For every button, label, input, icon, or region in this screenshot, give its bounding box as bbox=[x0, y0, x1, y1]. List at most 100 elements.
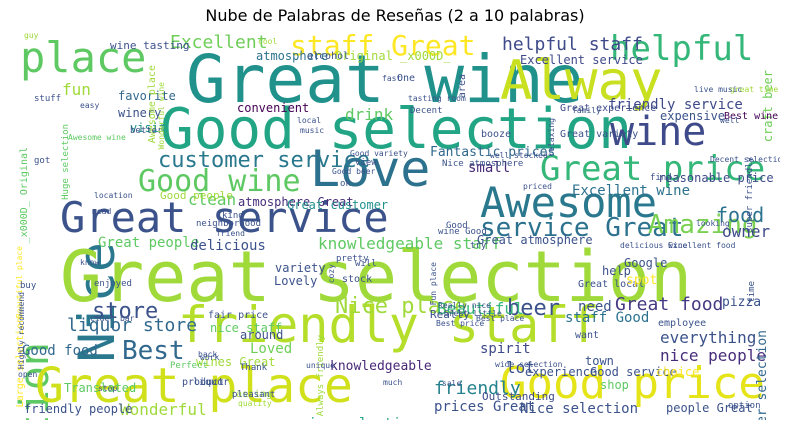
cloud-word: much bbox=[383, 378, 403, 387]
cloud-word: friendly people bbox=[24, 402, 133, 416]
cloud-word: better bbox=[130, 126, 163, 136]
cloud-word: Alway bbox=[500, 49, 663, 112]
cloud-word: tasting room bbox=[408, 94, 466, 103]
cloud-word: Great little bbox=[444, 309, 502, 318]
cloud-word: super friendly bbox=[745, 157, 755, 233]
cloud-word: kind bbox=[222, 211, 244, 221]
cloud-word: Original _x000D_ bbox=[335, 49, 451, 63]
cloud-word: staff Good bbox=[565, 310, 650, 326]
cloud-word: Good bbox=[446, 221, 468, 231]
cloud-word: place bbox=[20, 33, 147, 82]
cloud-word: unique bbox=[306, 361, 335, 370]
cloud-word: live music bbox=[694, 85, 743, 94]
cloud-word: Great place bbox=[35, 358, 353, 414]
cloud-word: _x000D_ Original bbox=[19, 147, 30, 244]
cloud-word: Translated bbox=[64, 381, 137, 395]
cloud-word: Loved bbox=[250, 341, 293, 357]
cloud-word: know bbox=[80, 258, 100, 267]
cloud-word: expensive bbox=[660, 109, 726, 123]
cloud-word: product bbox=[182, 377, 225, 388]
cloud-word: Good people bbox=[160, 189, 233, 202]
cloud-word: Best place bbox=[476, 314, 525, 323]
cloud-word: Decent selection bbox=[710, 155, 780, 164]
chart-title: Nube de Palabras de Reseñas (2 a 10 pala… bbox=[205, 6, 585, 25]
cloud-word: wine tasting bbox=[110, 39, 190, 52]
cloud-word: Outstanding bbox=[482, 390, 555, 403]
cloud-word: try bbox=[470, 241, 487, 251]
cloud-word: owner bbox=[722, 222, 771, 241]
cloud-word: Decent bbox=[410, 106, 443, 116]
cloud-word: priced bbox=[523, 182, 552, 191]
cloud-word: Nice atmosphere bbox=[442, 159, 524, 169]
word-cloud: Great wine Good selection Alway place helpfu… bbox=[10, 32, 780, 420]
cloud-word: Really bbox=[430, 308, 470, 321]
cloud-word: Great price bbox=[540, 149, 766, 189]
cloud-word: atmosphere bbox=[256, 49, 329, 63]
cloud-word: Good wine bbox=[138, 164, 301, 199]
cloud-word: stuff bbox=[34, 94, 62, 104]
cloud-word: employee bbox=[658, 318, 707, 329]
cloud-word: reasonable price bbox=[658, 171, 774, 185]
cloud-word: quality bbox=[238, 399, 272, 408]
cloud-word: winery bbox=[118, 106, 162, 120]
cloud-word: buy bbox=[20, 281, 37, 291]
cloud-word: nice staff bbox=[210, 321, 283, 335]
cloud-word: Great food bbox=[615, 294, 724, 315]
cloud-word: music bbox=[300, 126, 325, 135]
cloud-word: delicious bbox=[190, 238, 266, 254]
cloud-word: bar bbox=[120, 314, 135, 323]
cloud-word: Fun place bbox=[429, 262, 438, 306]
cloud-word: knowledgeable bbox=[330, 359, 432, 374]
cloud-word: Best price bbox=[436, 319, 485, 328]
cloud-word: Great local bbox=[578, 279, 645, 290]
cloud-word: location bbox=[94, 191, 133, 200]
cloud-word: Amazing bbox=[648, 210, 758, 240]
cloud-word: wine bbox=[610, 109, 707, 155]
cloud-word: liquor store bbox=[67, 315, 198, 336]
cloud-word: prices Great bbox=[434, 399, 536, 415]
cloud-word: open bbox=[18, 370, 38, 379]
cloud-word: Excellent food bbox=[668, 241, 736, 250]
cloud-word: find bbox=[650, 173, 672, 183]
cloud-word: will bbox=[355, 259, 377, 269]
cloud-word: Excellent service bbox=[520, 53, 643, 67]
cloud-word: Good food bbox=[22, 343, 98, 359]
cloud-word: Best wine bbox=[724, 111, 779, 122]
cloud-word: stop bbox=[98, 384, 118, 393]
cloud-word: Great wine bbox=[186, 41, 584, 118]
cloud-word: view bbox=[355, 158, 377, 168]
cloud-word: local bbox=[297, 116, 322, 125]
cloud-word: Good variety bbox=[350, 149, 408, 158]
cloud-word: friend bbox=[216, 229, 245, 238]
cloud-word: delicious wine bbox=[620, 241, 688, 250]
cloud-word: beer bbox=[507, 296, 560, 321]
cloud-word: option bbox=[728, 401, 761, 411]
cloud-word: Awesome bbox=[480, 178, 658, 227]
cloud-word: Great variety bbox=[560, 129, 639, 140]
cloud-word: atmosphere Great bbox=[238, 195, 354, 209]
cloud-word: Perfect bbox=[170, 361, 208, 371]
cloud-word: Wonderful wine bbox=[157, 82, 166, 150]
cloud-word: experience bbox=[525, 365, 598, 379]
cloud-word: favorite bbox=[118, 89, 176, 103]
cloud-word: liquor bbox=[193, 377, 230, 388]
cloud-word: Wonderful bbox=[120, 400, 207, 419]
cloud-word: spirit bbox=[480, 341, 531, 357]
cloud-word: need bbox=[578, 299, 612, 315]
cloud-word: drink bbox=[345, 105, 394, 124]
cloud-word: stock bbox=[342, 274, 373, 285]
cloud-word: knowledgeable staff bbox=[318, 234, 502, 253]
cloud-word: Great people bbox=[98, 235, 200, 251]
cloud-word: shop bbox=[600, 378, 629, 392]
cloud-word: looking bbox=[696, 219, 730, 228]
cloud-word: fun bbox=[62, 80, 91, 99]
cloud-word: Good price bbox=[500, 358, 765, 409]
cloud-word: want bbox=[575, 330, 600, 341]
cloud-word: well stocked bbox=[490, 151, 548, 160]
cloud-word: Really nice bbox=[438, 301, 491, 310]
cloud-word: friendly staff bbox=[178, 296, 600, 354]
cloud-word: mead bbox=[92, 207, 112, 216]
cloud-word: Excellent bbox=[170, 32, 268, 53]
cloud-word: Nice selection bbox=[520, 401, 639, 417]
cloud-word: fair price bbox=[208, 310, 269, 321]
